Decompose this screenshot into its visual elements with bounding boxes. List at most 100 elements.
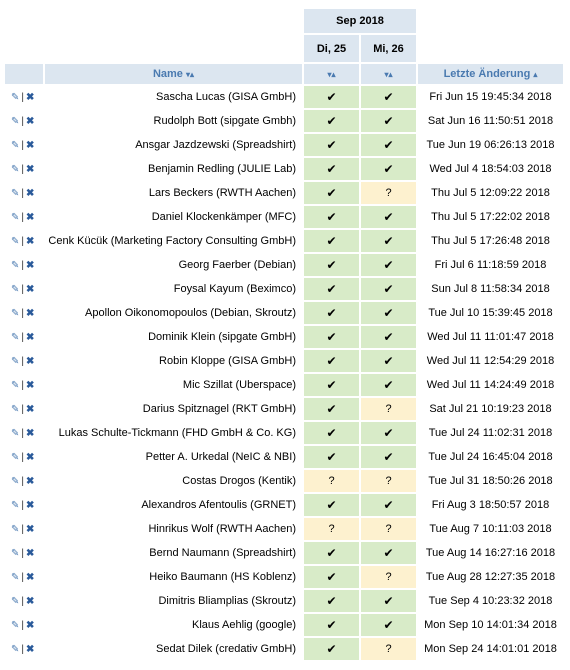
- vote-day-1: ✔: [304, 206, 359, 228]
- last-change-timestamp: Wed Jul 4 18:54:03 2018: [429, 163, 552, 175]
- delete-icon[interactable]: ✖: [26, 283, 35, 295]
- participant-name: Lars Beckers (RWTH Aachen): [148, 187, 296, 199]
- delete-icon[interactable]: ✖: [26, 163, 35, 175]
- day-header-1: Di, 25: [304, 35, 359, 62]
- sort-by-name[interactable]: Name ▾▴: [45, 64, 302, 84]
- delete-icon[interactable]: ✖: [26, 91, 35, 103]
- edit-icon[interactable]: ✎: [11, 163, 20, 175]
- row-actions: ✎ | ✖: [5, 446, 43, 468]
- sort-by-day-1[interactable]: ▾▴: [304, 64, 359, 84]
- last-change-timestamp: Wed Jul 11 11:01:47 2018: [427, 331, 554, 343]
- edit-icon[interactable]: ✎: [11, 547, 20, 559]
- edit-icon[interactable]: ✎: [11, 571, 20, 583]
- edit-icon[interactable]: ✎: [11, 499, 20, 511]
- edit-icon[interactable]: ✎: [11, 427, 20, 439]
- action-separator: |: [21, 91, 24, 103]
- action-separator: |: [21, 331, 24, 343]
- delete-icon[interactable]: ✖: [26, 403, 35, 415]
- edit-icon[interactable]: ✎: [11, 115, 20, 127]
- last-change-timestamp: Tue Jul 24 11:02:31 2018: [428, 427, 553, 439]
- delete-icon[interactable]: ✖: [26, 451, 35, 463]
- participant-name: Foysal Kayum (Beximco): [173, 283, 296, 295]
- edit-icon[interactable]: ✎: [11, 475, 20, 487]
- table-row: ✎ | ✖ Sedat Dilek (credativ GmbH) ✔? Mon Sep …: [5, 638, 563, 660]
- participant-name: Benjamin Redling (JULIE Lab): [148, 163, 296, 175]
- edit-icon[interactable]: ✎: [11, 643, 20, 655]
- delete-icon[interactable]: ✖: [26, 379, 35, 391]
- participant-name: Sascha Lucas (GISA GmbH): [156, 91, 296, 103]
- delete-icon[interactable]: ✖: [26, 115, 35, 127]
- last-change-timestamp: Tue Jun 19 06:26:13 2018: [426, 139, 555, 151]
- table-row: ✎ | ✖ Benjamin Redling (JULIE Lab) ✔ ✔ Wed Jul…: [5, 158, 563, 180]
- delete-icon[interactable]: ✖: [26, 643, 35, 655]
- last-change-timestamp: Sat Jun 16 11:50:51 2018: [427, 115, 554, 127]
- action-separator: |: [21, 115, 24, 127]
- edit-icon[interactable]: ✎: [11, 379, 20, 391]
- vote-day-1: ✔: [304, 398, 359, 420]
- row-actions: ✎ | ✖: [5, 614, 43, 636]
- delete-icon[interactable]: ✖: [26, 235, 35, 247]
- participant-name: Robin Kloppe (GISA GmbH): [159, 355, 296, 367]
- delete-icon[interactable]: ✖: [26, 619, 35, 631]
- action-separator: |: [21, 643, 24, 655]
- edit-icon[interactable]: ✎: [11, 307, 20, 319]
- delete-icon[interactable]: ✖: [26, 571, 35, 583]
- delete-icon[interactable]: ✖: [26, 187, 35, 199]
- edit-icon[interactable]: ✎: [11, 523, 20, 535]
- delete-icon[interactable]: ✖: [26, 355, 35, 367]
- delete-icon[interactable]: ✖: [26, 211, 35, 223]
- participant-name: Apollon Oikonomopoulos (Debian, Skroutz): [85, 307, 296, 319]
- edit-icon[interactable]: ✎: [11, 259, 20, 271]
- delete-icon[interactable]: ✖: [26, 547, 35, 559]
- edit-icon[interactable]: ✎: [11, 619, 20, 631]
- edit-icon[interactable]: ✎: [11, 331, 20, 343]
- edit-icon[interactable]: ✎: [11, 451, 20, 463]
- sort-by-last-change[interactable]: Letzte Änderung ▴: [418, 64, 563, 84]
- table-row: ✎ | ✖ Darius Spitznagel (RKT GmbH) ✔? Sat Jul…: [5, 398, 563, 420]
- edit-icon[interactable]: ✎: [11, 211, 20, 223]
- edit-icon[interactable]: ✎: [11, 139, 20, 151]
- table-row: ✎ | ✖ Dimitris Bliamplias (Skroutz) ✔ ✔ Tue Se…: [5, 590, 563, 612]
- vote-day-2: ?: [361, 566, 416, 588]
- participant-name: Daniel Klockenkämper (MFC): [151, 211, 296, 223]
- table-row: ✎ | ✖ Lukas Schulte-Tickmann (FHD GmbH & Co…: [5, 422, 563, 444]
- sort-by-day-2[interactable]: ▾▴: [361, 64, 416, 84]
- participant-name: Dominik Klein (sipgate GmbH): [148, 331, 296, 343]
- row-actions: ✎ | ✖: [5, 542, 43, 564]
- row-actions: ✎ | ✖: [5, 206, 43, 228]
- delete-icon[interactable]: ✖: [26, 499, 35, 511]
- vote-day-1: ✔: [304, 566, 359, 588]
- edit-icon[interactable]: ✎: [11, 403, 20, 415]
- vote-day-2: ✔: [361, 542, 416, 564]
- vote-day-1: ✔: [304, 374, 359, 396]
- action-separator: |: [21, 355, 24, 367]
- last-change-timestamp: Tue Jul 31 18:50:26 2018: [428, 475, 553, 487]
- edit-icon[interactable]: ✎: [11, 355, 20, 367]
- delete-icon[interactable]: ✖: [26, 595, 35, 607]
- row-actions: ✎ | ✖: [5, 518, 43, 540]
- edit-icon[interactable]: ✎: [11, 595, 20, 607]
- edit-icon[interactable]: ✎: [11, 235, 20, 247]
- delete-icon[interactable]: ✖: [26, 475, 35, 487]
- row-actions: ✎ | ✖: [5, 374, 43, 396]
- delete-icon[interactable]: ✖: [26, 259, 35, 271]
- edit-icon[interactable]: ✎: [11, 283, 20, 295]
- delete-icon[interactable]: ✖: [26, 331, 35, 343]
- vote-day-1: ✔: [304, 230, 359, 252]
- delete-icon[interactable]: ✖: [26, 139, 35, 151]
- vote-day-1: ✔: [304, 254, 359, 276]
- row-actions: ✎ | ✖: [5, 254, 43, 276]
- vote-day-1: ?: [304, 470, 359, 492]
- delete-icon[interactable]: ✖: [26, 523, 35, 535]
- row-actions: ✎ | ✖: [5, 158, 43, 180]
- table-row: ✎ | ✖ Dominik Klein (sipgate GmbH) ✔ ✔ Wed Jul…: [5, 326, 563, 348]
- delete-icon[interactable]: ✖: [26, 427, 35, 439]
- vote-day-1: ✔: [304, 494, 359, 516]
- last-change-timestamp: Tue Aug 7 10:11:03 2018: [429, 523, 552, 535]
- vote-day-2: ?: [361, 182, 416, 204]
- row-actions: ✎ | ✖: [5, 398, 43, 420]
- edit-icon[interactable]: ✎: [11, 91, 20, 103]
- delete-icon[interactable]: ✖: [26, 307, 35, 319]
- participant-name: Alexandros Afentoulis (GRNET): [141, 499, 296, 511]
- edit-icon[interactable]: ✎: [11, 187, 20, 199]
